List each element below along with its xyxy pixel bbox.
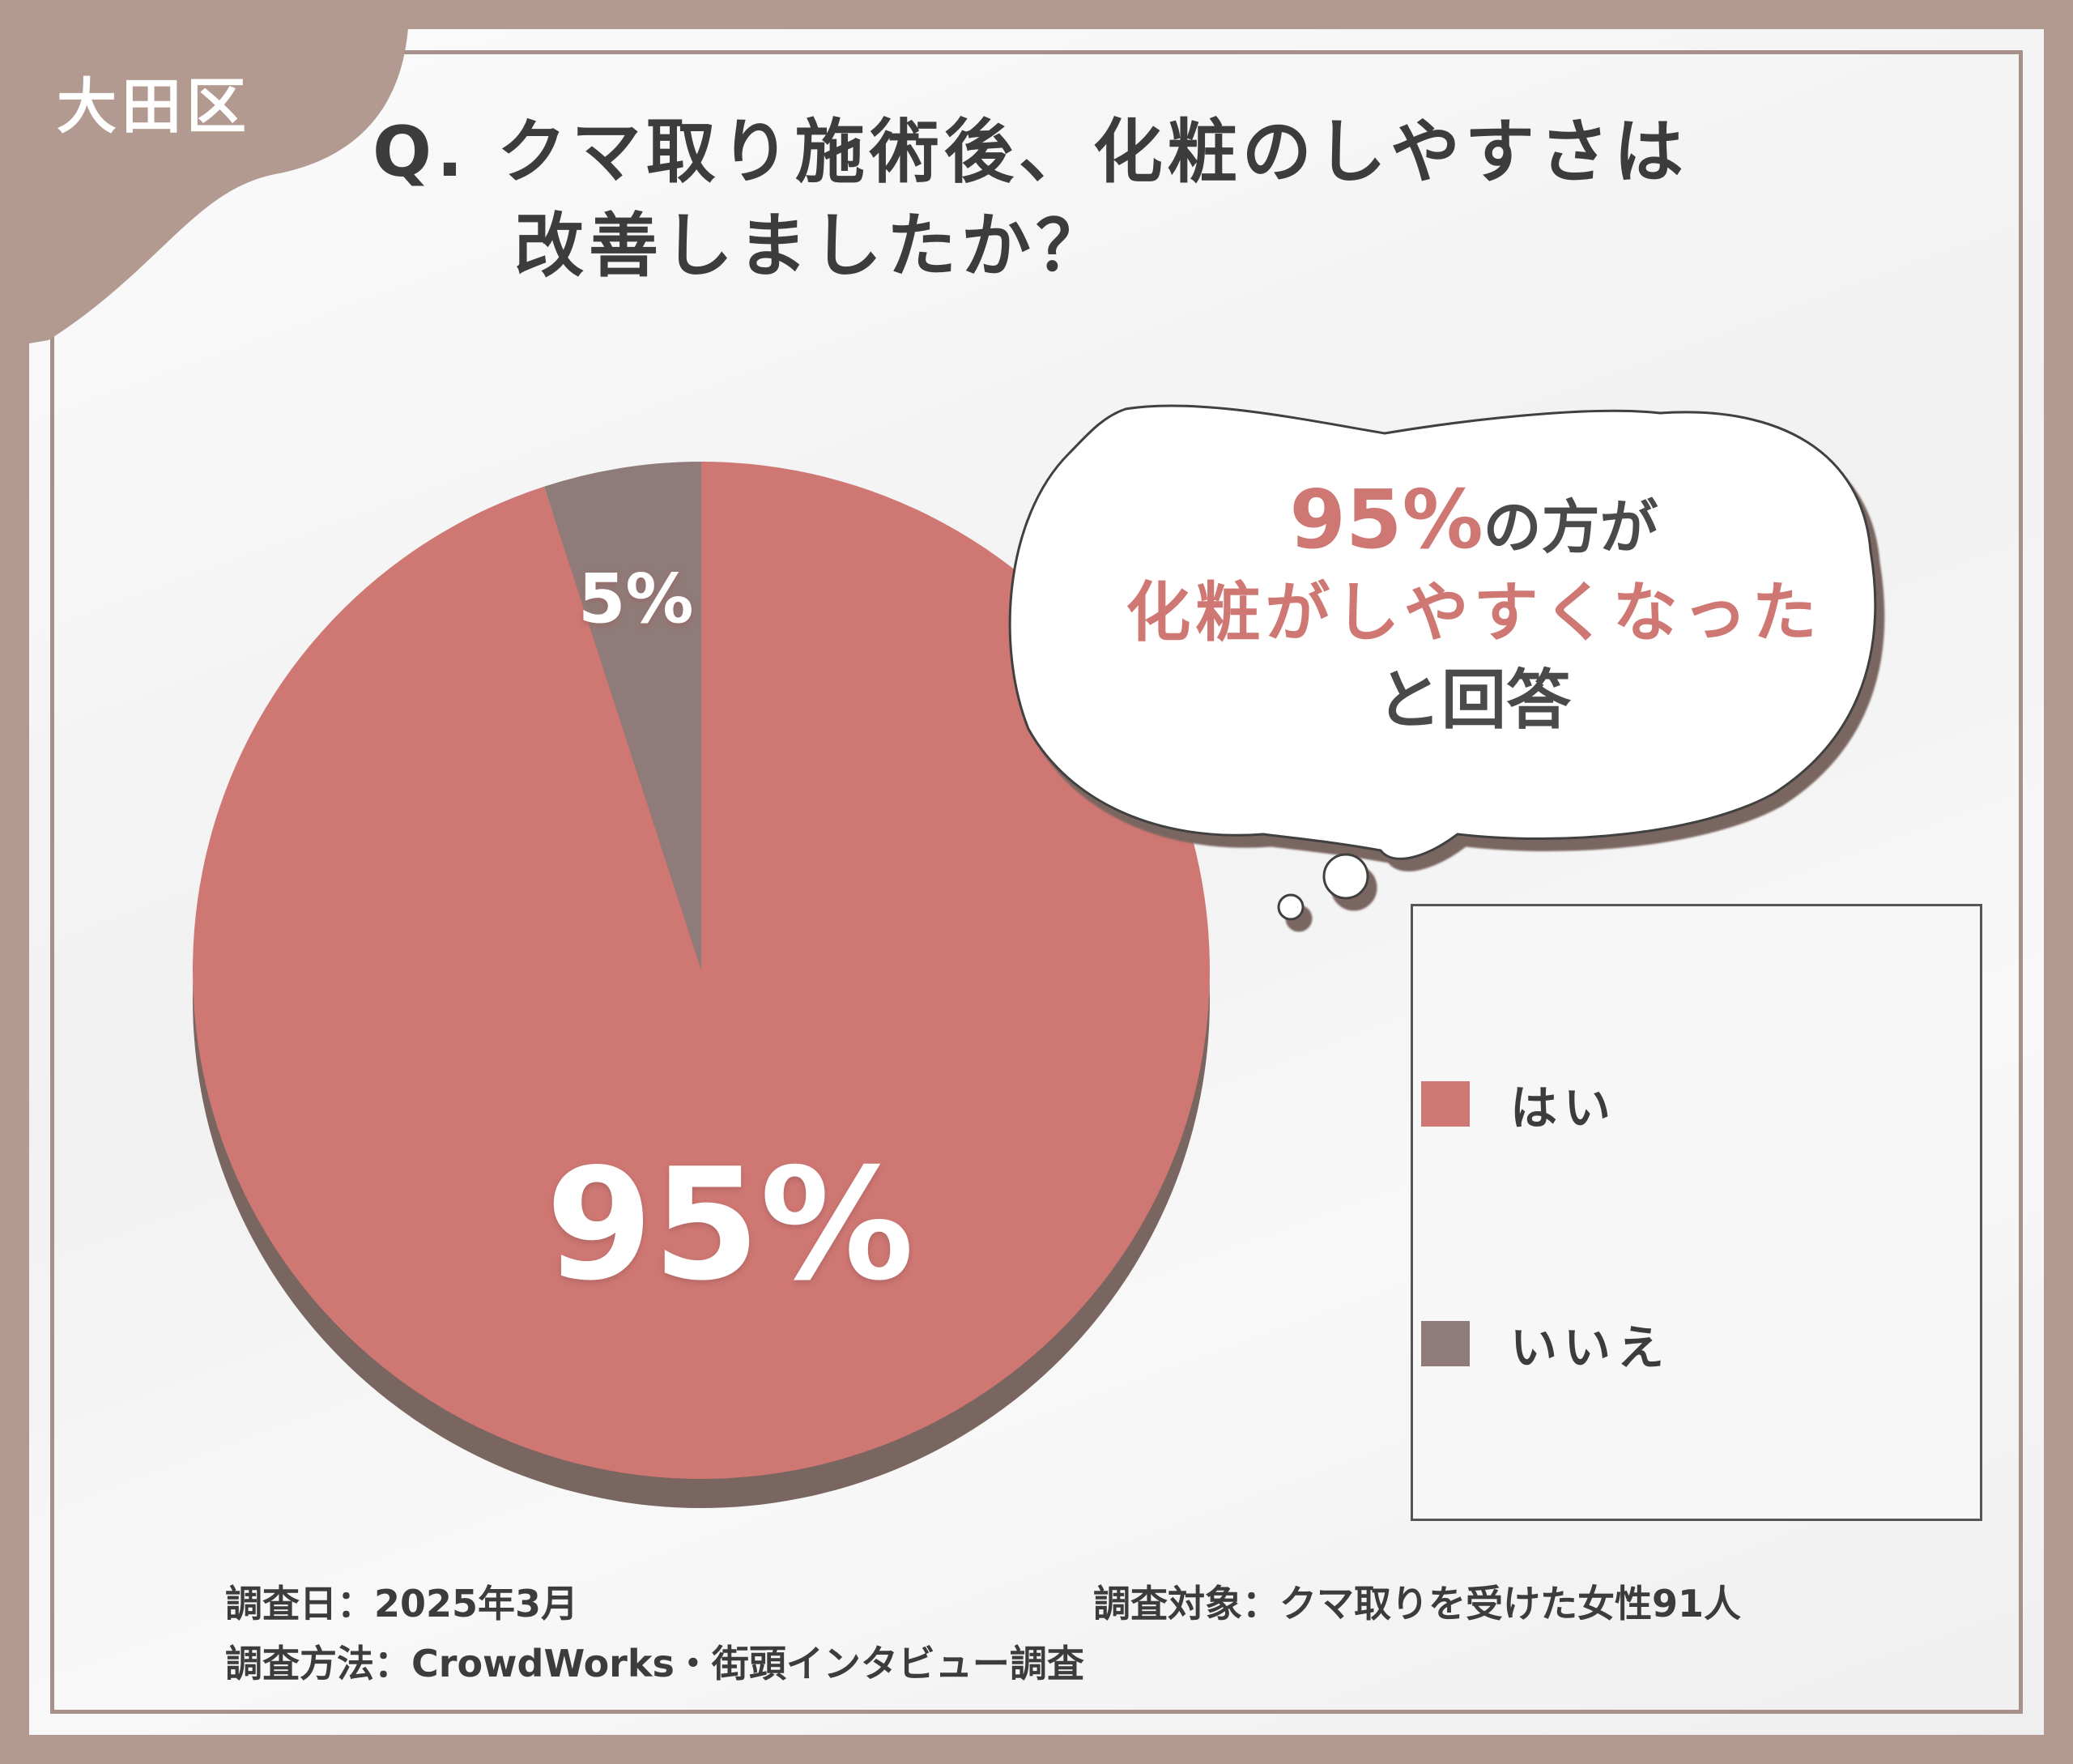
question-line-2: 改善しましたか？ [514, 206, 1110, 287]
corner-badge-shape [0, 0, 410, 348]
legend-item-no: いいえ [1421, 1310, 1671, 1378]
survey-method: 調査方法：CrowdWorks・街頭インタビュー調査 [225, 1642, 1084, 1685]
bubble-text: 95%の方が 化粧がしやすくなった と回答 [1045, 478, 1903, 744]
bubble-percentage: 95% [1289, 472, 1483, 567]
thought-bubble [1008, 404, 1877, 921]
pie-slice-yes [193, 462, 1211, 1479]
legend-swatch-no [1421, 1321, 1470, 1366]
inner-frame [50, 50, 2023, 1714]
question-line-1: Q. クマ取り施術後、化粧のしやすさは [372, 112, 1688, 193]
legend-item-yes: はい [1421, 1070, 1617, 1138]
pie-slice-no [543, 462, 701, 970]
district-label: 大田区 [57, 72, 251, 142]
survey-target: 調査対象：クマ取りを受けた女性91人 [1093, 1582, 1742, 1626]
bubble-line-1: 95%の方が [1045, 478, 1903, 569]
legend-label-no: いいえ [1510, 1320, 1671, 1375]
survey-date: 調査日：2025年3月 [225, 1582, 579, 1626]
bubble-line-2: 化粧がしやすくなった [1126, 575, 1822, 650]
data-label-no: 5% [578, 559, 694, 638]
bubble-line-3: と回答 [1377, 663, 1571, 738]
legend-label-yes: はい [1510, 1080, 1618, 1136]
legend: はい いいえ [1411, 904, 1982, 1521]
data-label-yes: 95% [546, 1136, 914, 1314]
bubble-line-1-rest: の方が [1483, 493, 1658, 561]
legend-swatch-yes [1421, 1081, 1470, 1127]
question-title: Q. クマ取り施術後、化粧のしやすさは 改善しましたか？ [372, 105, 1976, 293]
